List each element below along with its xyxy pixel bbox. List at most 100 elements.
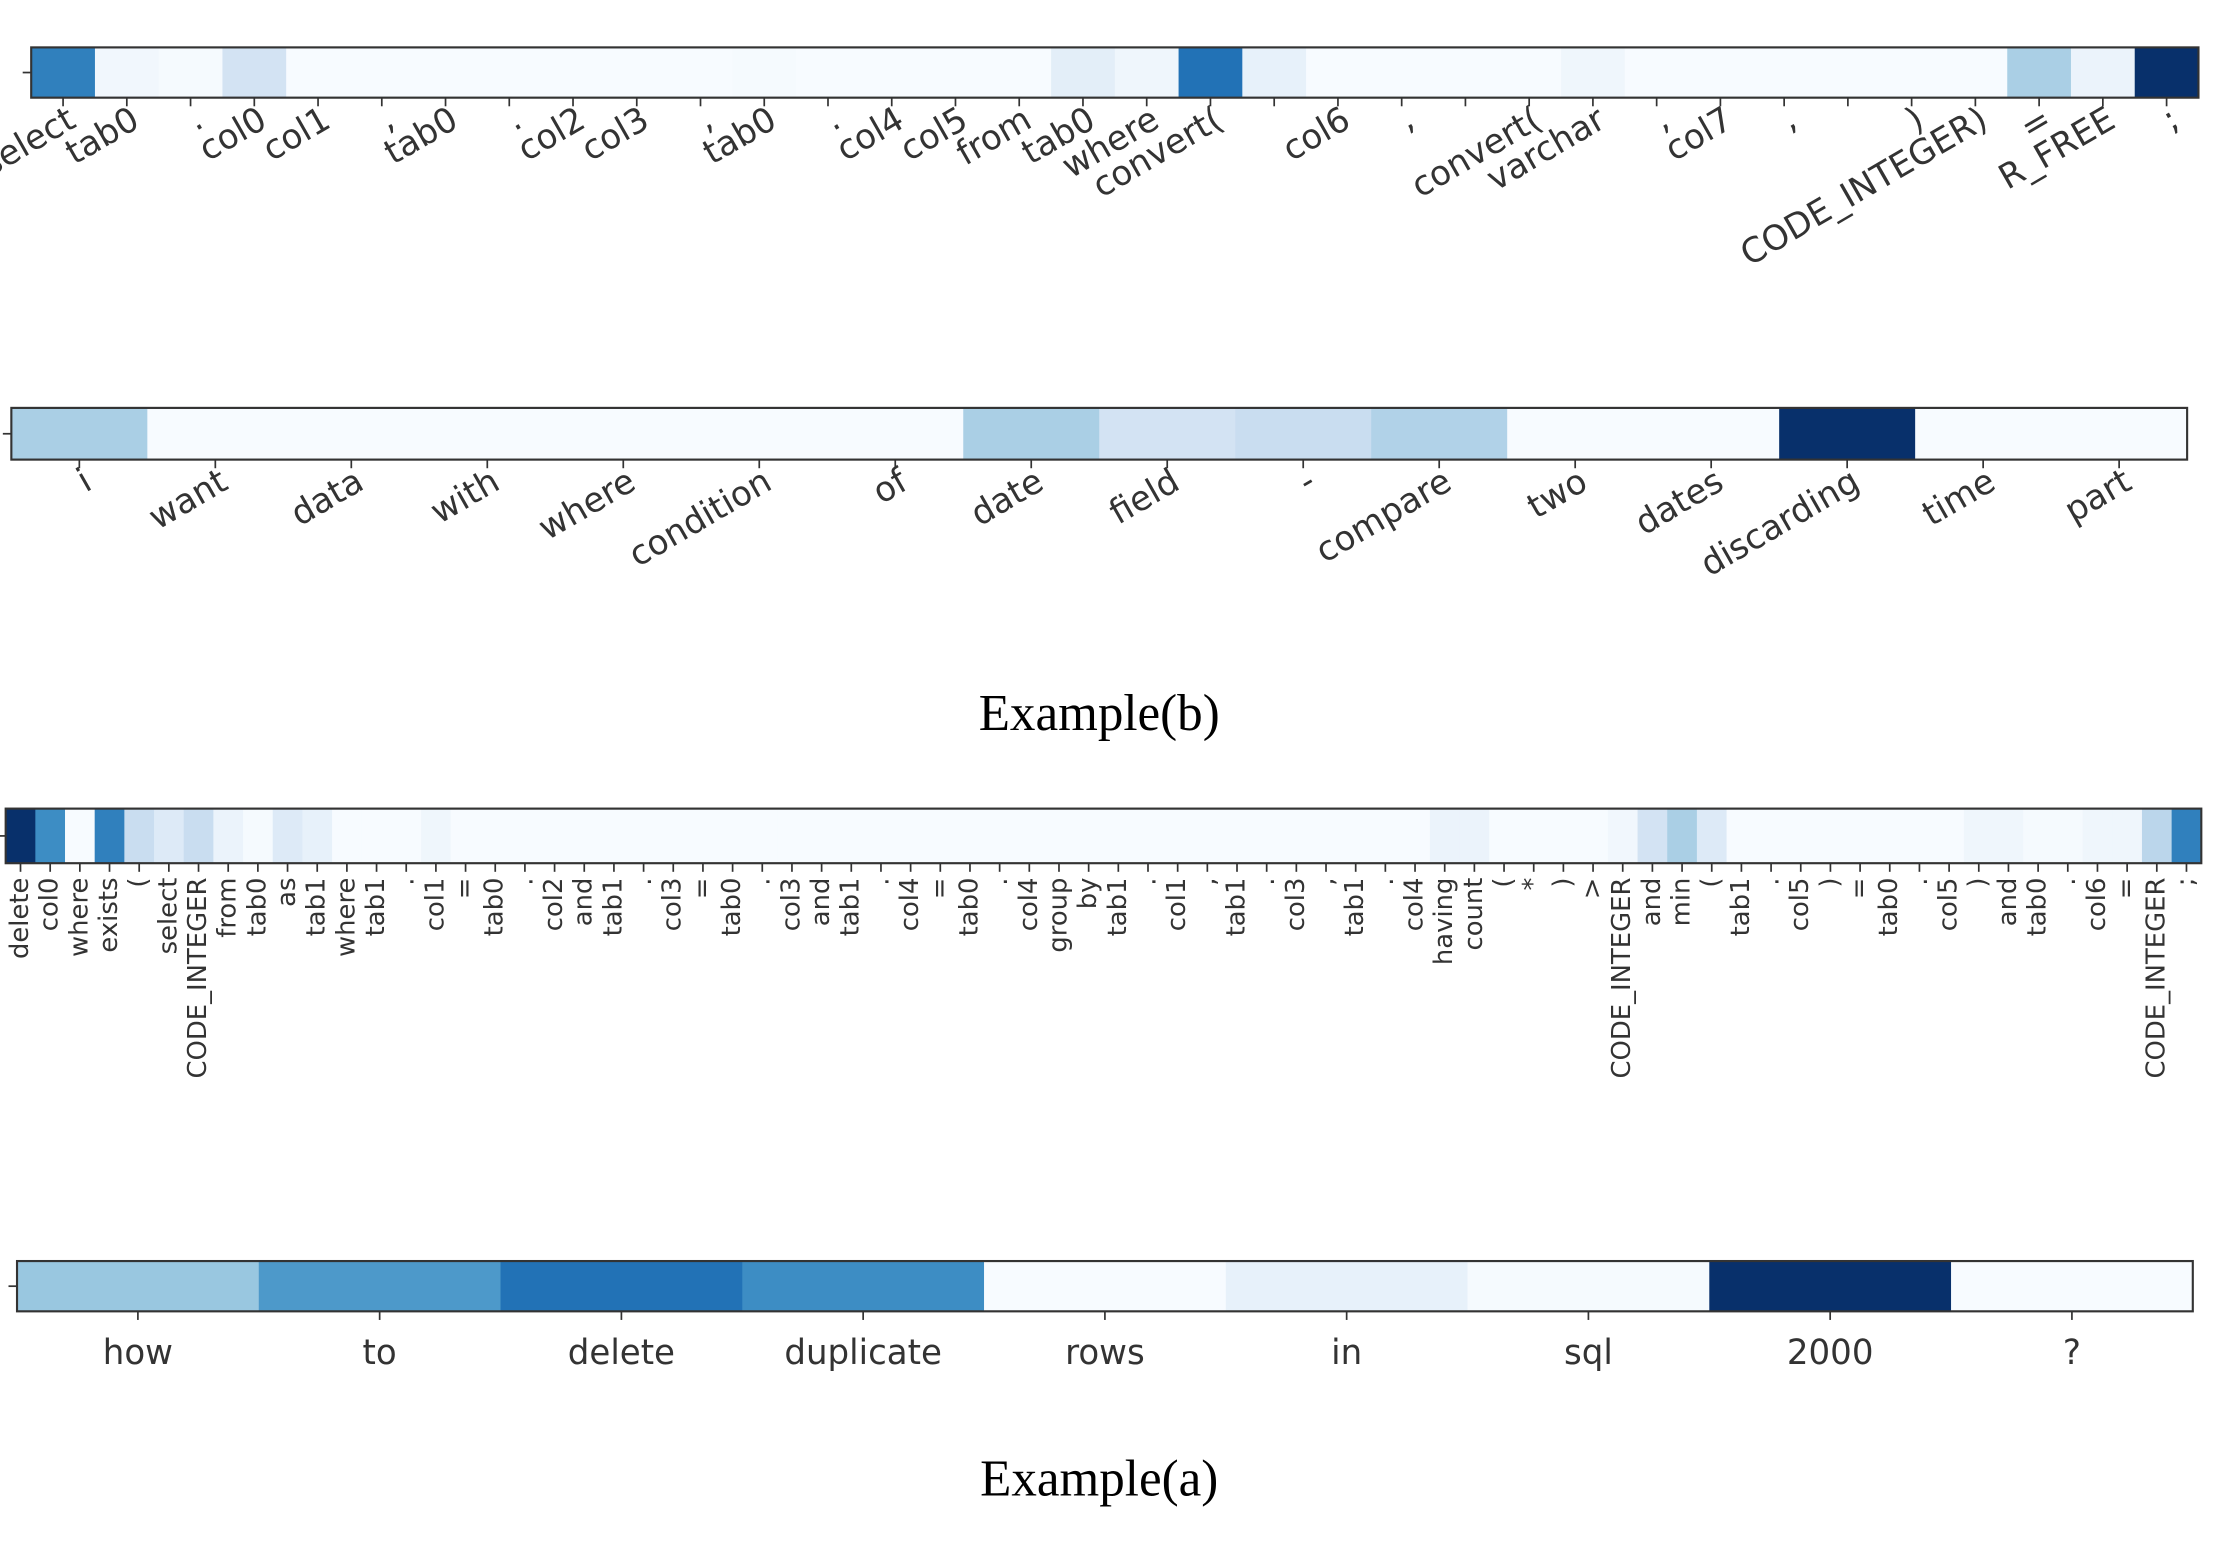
heat-cell bbox=[361, 808, 392, 864]
x-tick-label: duplicate bbox=[784, 1333, 942, 1373]
heat-cell bbox=[923, 47, 988, 98]
heat-cell bbox=[658, 808, 689, 864]
x-tick-label: 2000 bbox=[1787, 1333, 1874, 1373]
heat-cell bbox=[1178, 47, 1243, 98]
x-tick-label: . bbox=[866, 878, 896, 886]
heat-cell bbox=[539, 808, 570, 864]
x-tick-label: = bbox=[688, 878, 718, 900]
x-tick-label: tab0 bbox=[1874, 878, 1904, 937]
heat-cell bbox=[1643, 407, 1780, 460]
heat-cell bbox=[391, 808, 422, 864]
x-tick-label: tab0 bbox=[242, 878, 272, 937]
x-tick-label: data bbox=[284, 461, 370, 535]
x-tick-label: tab0 bbox=[696, 99, 783, 173]
heat-cell bbox=[1467, 1261, 1710, 1312]
x-tick-label: col6 bbox=[2082, 878, 2112, 932]
heat-cell bbox=[1251, 808, 1283, 864]
caption: Example(a) bbox=[980, 1450, 1218, 1507]
heat-cell bbox=[272, 808, 303, 864]
heat-cell bbox=[1548, 808, 1579, 864]
x-tick-label: tab0 bbox=[59, 99, 146, 173]
heat-cell bbox=[2007, 47, 2072, 98]
x-tick-label: tab1 bbox=[1103, 878, 1133, 937]
heat-cell bbox=[1756, 808, 1787, 864]
heat-cell bbox=[222, 47, 287, 98]
x-tick-label: tab1 bbox=[302, 878, 332, 937]
x-tick-label: where bbox=[64, 878, 94, 957]
heat-cell bbox=[1785, 808, 1817, 864]
x-tick-label: . bbox=[984, 878, 1014, 886]
heat-cell bbox=[541, 47, 606, 98]
caption: Example(b) bbox=[979, 685, 1220, 742]
x-tick-label: , bbox=[1391, 99, 1420, 139]
x-tick-label: with bbox=[424, 461, 506, 532]
x-tick-label: where bbox=[331, 878, 361, 957]
heat-cell bbox=[1518, 808, 1550, 864]
heat-cell bbox=[480, 808, 511, 864]
heat-cell bbox=[94, 808, 125, 864]
heat-cell bbox=[2112, 808, 2143, 864]
x-tick-label: col3 bbox=[777, 878, 807, 932]
x-tick-label: and bbox=[1637, 878, 1667, 927]
heat-cell bbox=[895, 808, 927, 864]
x-tick-label: from bbox=[213, 878, 243, 938]
heat-cell bbox=[859, 47, 925, 98]
heat-cell bbox=[963, 407, 1100, 460]
x-tick-label: col7 bbox=[1658, 99, 1739, 170]
x-tick-label: two bbox=[1521, 461, 1595, 527]
x-tick-label: . bbox=[1370, 878, 1400, 886]
x-tick-label: = bbox=[925, 878, 955, 900]
heat-cell bbox=[1133, 808, 1164, 864]
x-tick-label: delete bbox=[5, 878, 35, 959]
heat-cell bbox=[349, 47, 415, 98]
x-tick-label: tab1 bbox=[1726, 878, 1756, 937]
x-tick-label: . bbox=[628, 878, 658, 886]
x-tick-label: col5 bbox=[1934, 878, 1964, 932]
heat-cell bbox=[1934, 808, 1965, 864]
heat-cell bbox=[1489, 808, 1520, 864]
x-tick-label: where bbox=[532, 461, 642, 549]
heat-cell bbox=[866, 808, 897, 864]
heat-cell bbox=[1688, 47, 1753, 98]
x-tick-label: col3 bbox=[1281, 878, 1311, 932]
x-tick-label: in bbox=[1331, 1333, 1362, 1373]
x-tick-label: . bbox=[747, 878, 777, 886]
x-tick-label: by bbox=[1073, 878, 1103, 910]
heat-cell bbox=[1073, 808, 1105, 864]
x-tick-label: R_FREE bbox=[1992, 99, 2122, 198]
x-tick-label: , bbox=[1192, 878, 1222, 886]
heat-cell bbox=[1162, 808, 1194, 864]
x-tick-label: condition bbox=[622, 461, 778, 576]
heat-cell bbox=[2070, 47, 2136, 98]
heat-cell bbox=[1235, 407, 1372, 460]
heat-cell bbox=[1311, 808, 1342, 864]
x-tick-label: ) bbox=[1815, 878, 1845, 888]
x-tick-label: group bbox=[1044, 878, 1074, 953]
x-tick-label: ( bbox=[124, 878, 154, 888]
x-tick-label: tab0 bbox=[480, 878, 510, 937]
x-tick-label: and bbox=[569, 878, 599, 927]
heat-cell bbox=[450, 808, 481, 864]
x-tick-label: col4 bbox=[1400, 878, 1430, 932]
heat-cell bbox=[987, 47, 1052, 98]
x-tick-label: . bbox=[1756, 878, 1786, 886]
heat-cell bbox=[1752, 47, 1817, 98]
heat-cell bbox=[1709, 1261, 1952, 1312]
heat-cell bbox=[243, 808, 274, 864]
x-tick-label: = bbox=[2112, 878, 2142, 900]
x-tick-label: to bbox=[363, 1333, 397, 1373]
x-tick-label: col3 bbox=[575, 99, 656, 170]
heat-cell bbox=[555, 407, 692, 460]
heat-cell bbox=[604, 47, 670, 98]
heat-cell bbox=[1507, 407, 1644, 460]
heat-cell bbox=[1963, 808, 1995, 864]
heat-cell bbox=[1904, 808, 1935, 864]
x-tick-label: . bbox=[1251, 878, 1281, 886]
heat-cell bbox=[1014, 808, 1045, 864]
x-tick-label: part bbox=[2058, 461, 2138, 531]
x-tick-label: * bbox=[1518, 877, 1548, 890]
heat-cell bbox=[1103, 808, 1134, 864]
x-tick-label: exists bbox=[94, 878, 124, 953]
heat-cell bbox=[302, 808, 333, 864]
heat-cell bbox=[11, 407, 148, 460]
